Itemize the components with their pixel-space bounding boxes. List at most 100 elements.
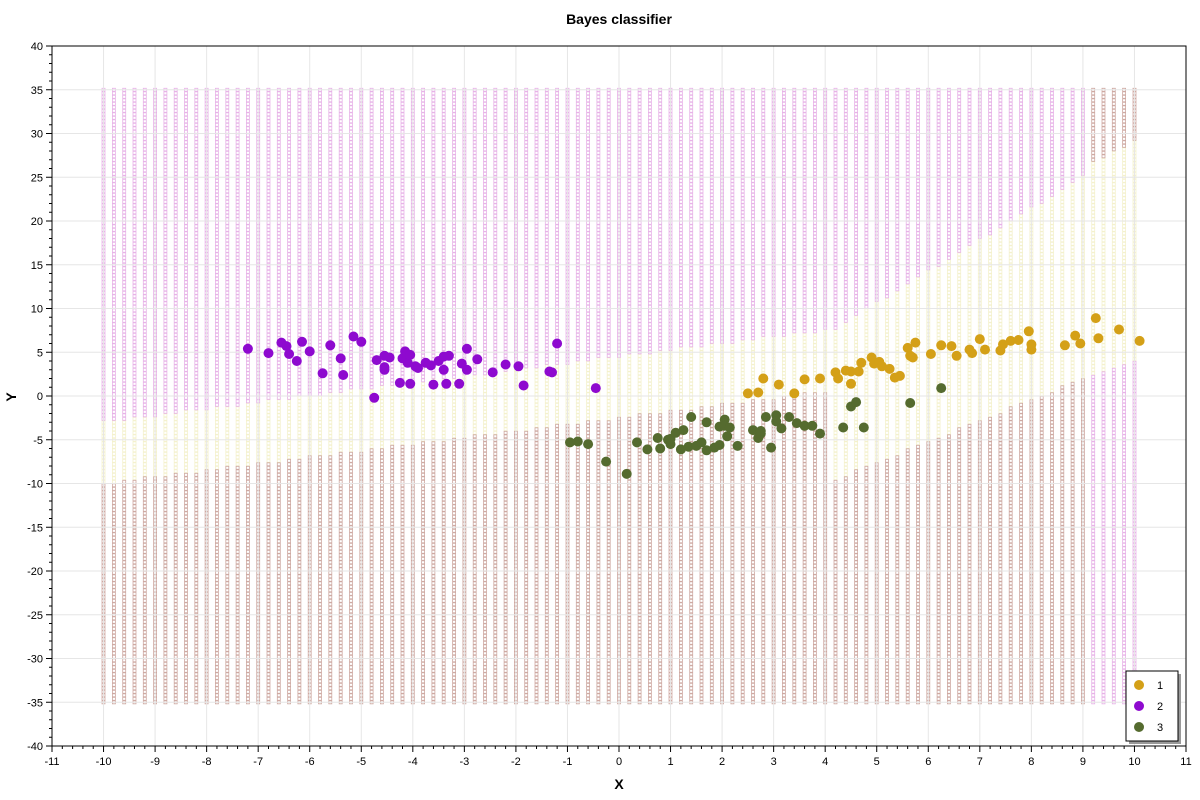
y-tick-label: 30 xyxy=(31,129,43,141)
x-tick-label: -9 xyxy=(150,756,160,768)
data-point-series-1 xyxy=(951,350,962,361)
x-tick-label: 5 xyxy=(874,756,880,768)
x-axis-label: X xyxy=(614,776,624,792)
gridlines xyxy=(51,45,1187,747)
data-point-series-3 xyxy=(784,412,795,422)
y-tick-label: -30 xyxy=(27,654,43,666)
data-point-series-2 xyxy=(425,360,436,371)
data-point-series-2 xyxy=(518,380,529,391)
data-point-series-3 xyxy=(714,440,725,450)
x-tick-label: -5 xyxy=(356,756,366,768)
y-tick-label: 15 xyxy=(31,260,43,272)
data-point-series-1 xyxy=(742,388,753,399)
data-point-series-2 xyxy=(384,352,395,363)
data-point-series-3 xyxy=(771,416,782,427)
data-point-series-3 xyxy=(791,418,802,429)
data-point-series-3 xyxy=(652,433,663,443)
x-tick-label: 9 xyxy=(1080,756,1086,768)
data-point-series-2 xyxy=(513,361,524,372)
data-point-series-3 xyxy=(565,437,575,448)
data-point-series-3 xyxy=(621,468,632,479)
data-point-series-3 xyxy=(572,436,583,447)
x-tick-label: -4 xyxy=(408,756,418,768)
data-point-series-1 xyxy=(1005,335,1016,346)
x-tick-label: -1 xyxy=(563,756,573,768)
data-point-series-3 xyxy=(858,422,869,433)
y-tick-label: 20 xyxy=(31,216,43,228)
data-point-series-1 xyxy=(967,348,978,359)
x-tick-label: 2 xyxy=(719,756,725,768)
data-points-layer xyxy=(242,313,1145,479)
x-tick-label: 6 xyxy=(925,756,931,768)
x-tick-label: 3 xyxy=(771,756,777,768)
data-point-series-2 xyxy=(443,350,454,361)
data-point-series-3 xyxy=(655,443,666,454)
legend-marker-series-3 xyxy=(1134,722,1144,732)
data-point-series-3 xyxy=(755,426,766,436)
y-tick-label: -5 xyxy=(33,435,43,447)
data-point-series-1 xyxy=(936,340,947,351)
data-point-series-3 xyxy=(851,397,862,408)
data-point-series-1 xyxy=(946,341,957,352)
data-point-series-1 xyxy=(753,387,764,398)
data-point-series-1 xyxy=(907,352,918,363)
x-tick-label: -3 xyxy=(459,756,469,768)
data-point-series-3 xyxy=(776,423,787,434)
y-tick-label: -40 xyxy=(27,741,43,753)
data-point-series-1 xyxy=(1013,335,1024,345)
data-point-series-1 xyxy=(974,334,985,345)
data-point-series-3 xyxy=(701,445,712,456)
legend-label-series-2: 2 xyxy=(1157,701,1163,713)
data-point-series-1 xyxy=(773,379,784,390)
x-tick-label: 10 xyxy=(1128,756,1140,768)
data-point-series-1 xyxy=(894,370,905,381)
data-point-series-2 xyxy=(547,367,557,378)
data-point-series-1 xyxy=(876,361,887,372)
data-point-series-1 xyxy=(1134,335,1145,346)
data-point-series-2 xyxy=(335,353,346,364)
series-2 xyxy=(242,331,601,403)
data-point-series-1 xyxy=(1023,326,1034,337)
data-point-series-2 xyxy=(402,357,413,368)
data-point-series-2 xyxy=(338,370,349,380)
legend-marker-series-2 xyxy=(1134,701,1144,711)
y-tick-label: -35 xyxy=(27,697,43,709)
data-point-series-3 xyxy=(683,441,694,452)
data-point-series-1 xyxy=(758,373,769,384)
data-point-series-1 xyxy=(1059,340,1070,351)
data-point-series-3 xyxy=(905,398,916,408)
y-tick-label: 35 xyxy=(31,85,43,97)
data-point-series-3 xyxy=(601,456,612,467)
data-point-series-3 xyxy=(748,425,758,436)
data-point-series-1 xyxy=(910,337,921,348)
data-point-series-1 xyxy=(980,344,990,355)
data-point-series-1 xyxy=(789,388,800,399)
data-point-series-3 xyxy=(724,422,735,433)
data-point-series-1 xyxy=(884,363,895,374)
y-tick-label: -15 xyxy=(27,522,43,534)
data-point-series-2 xyxy=(356,336,367,347)
data-point-series-3 xyxy=(642,444,653,455)
data-point-series-3 xyxy=(678,425,689,436)
x-tick-label: -2 xyxy=(511,756,521,768)
y-tick-label: 10 xyxy=(31,304,43,316)
data-point-series-3 xyxy=(936,383,947,394)
data-point-series-2 xyxy=(590,383,601,394)
data-point-series-2 xyxy=(281,341,292,352)
x-tick-label: 1 xyxy=(667,756,673,768)
chart-title: Bayes classifier xyxy=(566,11,672,27)
data-point-series-1 xyxy=(815,373,825,384)
data-point-series-3 xyxy=(675,444,686,455)
data-point-series-2 xyxy=(405,349,416,360)
y-tick-label: 25 xyxy=(31,172,43,184)
axes: -11 -10 -9 -8 -7 -6 -5 -4 -3 -2 -1 0 1 2 3 4 5 6 7 8 9 10 1140… xyxy=(27,41,1192,768)
x-tick-label: -11 xyxy=(44,756,59,768)
x-tick-label: -10 xyxy=(96,756,112,768)
series-3 xyxy=(565,383,947,479)
y-tick-label: -25 xyxy=(27,610,43,622)
x-tick-label: 4 xyxy=(822,756,828,768)
data-point-series-3 xyxy=(670,427,681,438)
data-point-series-1 xyxy=(998,339,1008,350)
data-point-series-2 xyxy=(454,378,465,389)
